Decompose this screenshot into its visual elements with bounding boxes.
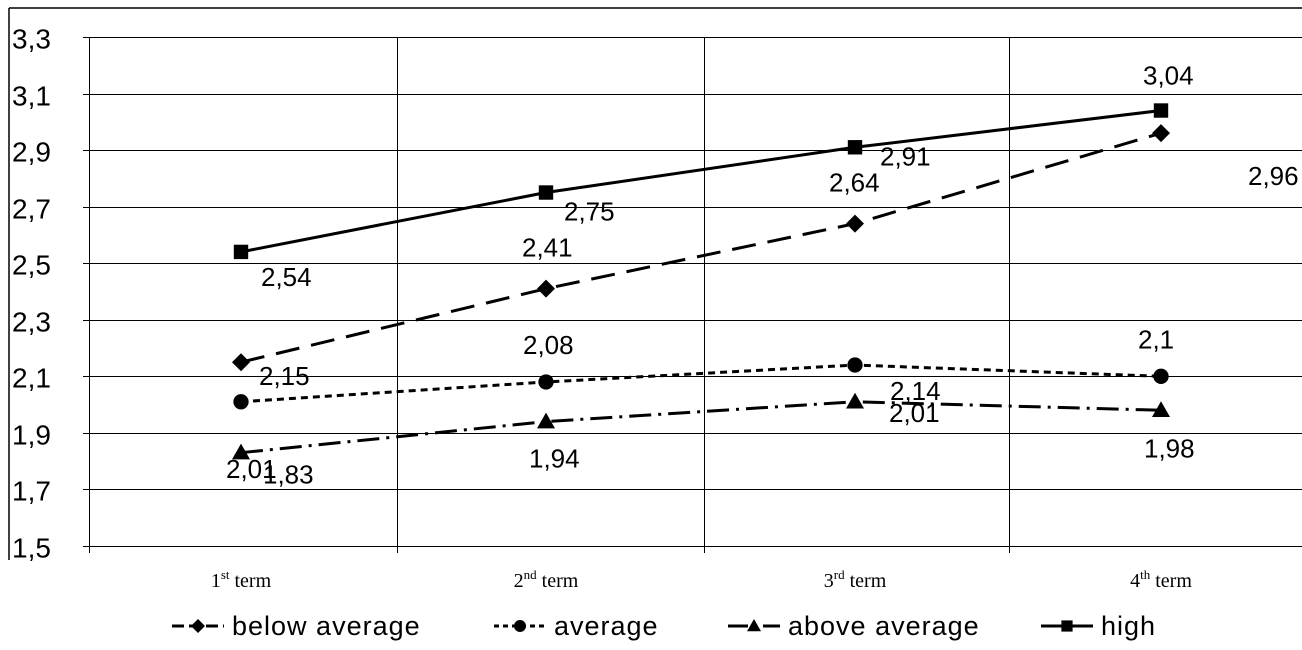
data-point <box>846 214 864 233</box>
data-label: 2,01 <box>889 398 940 428</box>
legend-marker <box>191 619 205 633</box>
series-average <box>233 357 1169 410</box>
data-label: 1,83 <box>263 460 314 490</box>
data-label: 2,41 <box>522 233 573 263</box>
data-point <box>232 353 250 372</box>
data-point <box>1153 103 1169 118</box>
y-tick-label: 2,1 <box>12 363 51 394</box>
data-labels: 2,15 2,41 2,64 2,96 2,01 2,08 2,14 2,1 1,83 1,94 2… <box>226 61 1299 490</box>
y-tick-label: 1,7 <box>12 476 51 507</box>
x-tick-label: 1st term <box>211 567 272 592</box>
data-point <box>846 392 864 409</box>
data-point <box>537 412 555 429</box>
x-tick-label: 3rd term <box>824 567 887 592</box>
data-label: 2,14 <box>890 376 941 406</box>
y-tick-label: 3,1 <box>12 81 51 112</box>
y-tick-label: 1,9 <box>12 420 51 451</box>
data-label: 2,15 <box>259 361 310 391</box>
y-tick-label: 3,3 <box>12 24 51 55</box>
y-tick-label: 2,7 <box>12 194 51 225</box>
legend-label: average <box>554 611 659 641</box>
series-line <box>240 109 1162 254</box>
data-point <box>538 374 554 390</box>
data-label: 2,96 <box>1248 161 1299 191</box>
data-label: 2,08 <box>523 330 574 360</box>
series-layer <box>232 103 1170 460</box>
legend-item: below average <box>172 611 421 641</box>
series-above-average <box>232 392 1170 460</box>
data-label: 2,75 <box>564 197 615 227</box>
data-point <box>232 443 250 460</box>
legend-label: below average <box>232 611 421 641</box>
y-tick-label: 1,5 <box>12 533 51 564</box>
legend-label: high <box>1101 611 1156 641</box>
data-point <box>847 357 863 373</box>
data-label: 2,01 <box>226 454 277 484</box>
data-point <box>233 394 249 410</box>
data-label: 3,04 <box>1143 61 1194 91</box>
data-label: 2,54 <box>261 262 312 292</box>
x-tick-label: 2nd term <box>514 567 579 592</box>
legend-item: average <box>494 611 659 641</box>
data-label: 2,64 <box>829 168 880 198</box>
y-tick-label: 2,9 <box>12 137 51 168</box>
x-tick-label: 4th term <box>1130 567 1192 592</box>
data-point <box>537 279 555 298</box>
series-line <box>240 131 1162 364</box>
legend-marker <box>514 620 526 632</box>
legend-item: above average <box>728 611 980 641</box>
data-point <box>1152 401 1170 418</box>
data-label: 2,91 <box>880 141 931 171</box>
legend-label: above average <box>788 611 980 641</box>
data-point <box>847 140 863 155</box>
data-point <box>233 244 249 260</box>
y-tick-label: 2,5 <box>12 250 51 281</box>
y-tick-label: 2,3 <box>12 307 51 338</box>
data-label: 2,1 <box>1138 324 1174 354</box>
data-label: 1,94 <box>529 444 580 474</box>
legend: below average average above average high <box>172 611 1156 641</box>
data-point <box>1153 368 1169 384</box>
data-point <box>538 185 554 200</box>
axes: 1,5 1,7 1,9 2,1 2,3 2,5 2,7 2,9 3,1 3,3 1st term 2n… <box>8 7 1302 592</box>
legend-marker <box>747 619 761 632</box>
series-line <box>240 363 1162 404</box>
series-below-average <box>232 124 1170 372</box>
series-high <box>233 103 1169 260</box>
grid <box>83 37 1302 547</box>
data-label: 1,98 <box>1144 433 1195 463</box>
data-point <box>1152 124 1170 143</box>
legend-marker <box>1061 620 1073 632</box>
series-line <box>240 400 1162 455</box>
legend-item: high <box>1041 611 1156 641</box>
